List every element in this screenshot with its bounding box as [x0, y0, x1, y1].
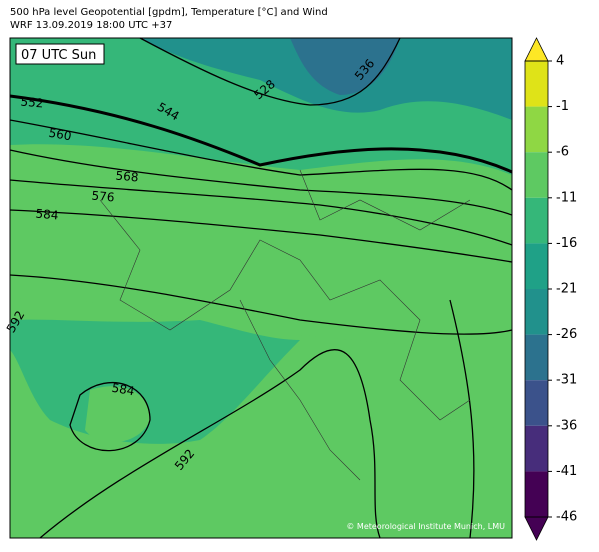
contour: [69, 381, 151, 452]
colorbar-tick-label: 4: [556, 54, 564, 69]
colorbar-tick-label: -41: [556, 464, 577, 479]
colorbar-band: [525, 425, 548, 472]
contour: [9, 94, 513, 174]
contour: [139, 37, 401, 106]
colorbar-tick-label: -36: [556, 418, 577, 433]
subtitle: WRF 13.09.2019 18:00 UTC +37: [10, 20, 172, 31]
contour: [9, 149, 513, 216]
colorbar-tick-label: -31: [556, 373, 577, 388]
time-box: [15, 43, 105, 65]
colorbar-band: [525, 106, 548, 153]
border: [99, 199, 471, 421]
contour: [9, 209, 513, 263]
contour: [449, 299, 475, 539]
colorbar-extend: [524, 37, 549, 62]
colorbar-tick-label: -21: [556, 282, 577, 297]
colorbar-tick-label: -1: [556, 99, 569, 114]
contours: [9, 37, 513, 539]
contour-label: 560: [48, 126, 73, 144]
region: [10, 319, 300, 444]
region: [85, 386, 150, 443]
contour-label: 576: [91, 189, 115, 205]
colorbar-band: [525, 380, 548, 426]
colorbar-band: [525, 289, 548, 335]
borders: [99, 169, 471, 481]
credit: © Meteorological Institute Munich, LMU: [346, 522, 505, 531]
contour: [9, 274, 513, 335]
colorbar-tick-label: -6: [556, 145, 569, 160]
title: 500 hPa level Geopotential [gpdm], Tempe…: [10, 7, 328, 18]
contour: [9, 179, 513, 246]
contour-label: 584: [111, 381, 136, 399]
colorbar-tick-label: -26: [556, 327, 577, 342]
colorbar-tick-label: -11: [556, 190, 577, 205]
map-frame: [9, 37, 513, 539]
colorbar-band: [525, 61, 548, 107]
colorbar-tick-label: -16: [556, 236, 577, 251]
colorbar-band: [525, 471, 548, 517]
colorbar-band: [525, 243, 548, 289]
time-label: 07 UTC Sun: [21, 48, 96, 63]
border: [239, 299, 361, 481]
border: [299, 169, 471, 231]
contour-label: 584: [35, 207, 59, 223]
contour: [9, 119, 513, 191]
contour-label: 568: [115, 169, 139, 185]
colorbar-band: [525, 197, 548, 244]
contour-label: 552: [20, 95, 44, 111]
colorbar-extend: [524, 516, 549, 541]
colorbar: 4 -1 -6 -11 -16 -21 -26 -31 -36 -41 -46: [524, 37, 577, 541]
colorbar-band: [525, 334, 548, 381]
colorbar-band: [525, 152, 548, 198]
contour: [39, 349, 381, 539]
colorbar-tick-label: -46: [556, 510, 577, 525]
